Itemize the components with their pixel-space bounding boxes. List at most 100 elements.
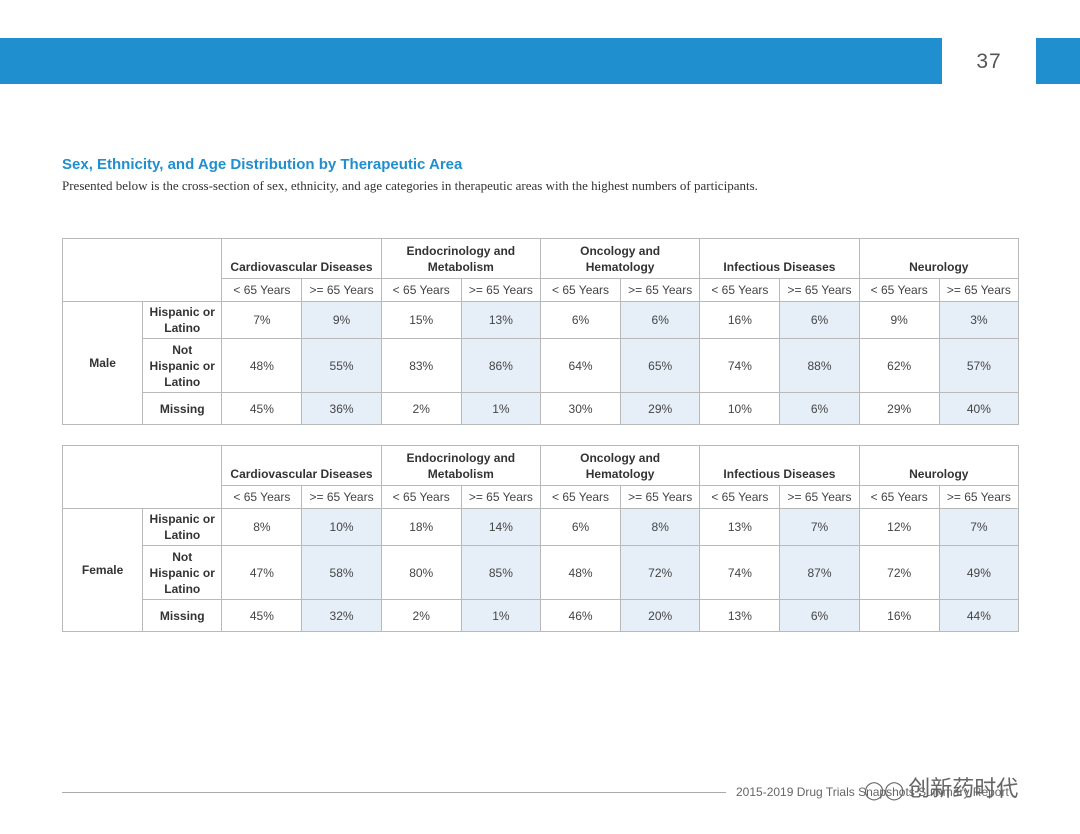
therapeutic-area-header: Endocrinology and Metabolism xyxy=(380,238,541,279)
therapeutic-area-header: Cardiovascular Diseases xyxy=(221,238,382,279)
value-cell: 6% xyxy=(779,599,860,632)
age-under-65-header: < 65 Years xyxy=(858,485,940,509)
value-cell: 29% xyxy=(620,392,701,425)
text-line: Neurology xyxy=(909,467,969,481)
value-cell: 85% xyxy=(460,545,541,600)
text-line: Metabolism xyxy=(427,260,494,274)
therapeutic-area-header: Neurology xyxy=(858,238,1020,279)
therapeutic-area-header: Oncology and Hematology xyxy=(539,238,701,279)
age-under-65-header: < 65 Years xyxy=(539,278,622,302)
value-cell: 8% xyxy=(620,508,701,546)
value-cell: 15% xyxy=(380,301,462,339)
text-line: Cardiovascular Diseases xyxy=(230,467,373,481)
value-cell: 30% xyxy=(539,392,622,425)
age-under-65-header: < 65 Years xyxy=(699,485,781,509)
watermark-text: 创新药时代 xyxy=(908,776,1019,801)
text-line: Missing xyxy=(159,401,205,416)
watermark: ◯◯ 创新药时代 xyxy=(864,771,1018,803)
value-cell: 58% xyxy=(301,545,382,600)
ethnicity-label: Not Hispanic or Latino xyxy=(142,338,223,393)
value-cell: 32% xyxy=(301,599,382,632)
age-65-plus-header: >= 65 Years xyxy=(301,278,382,302)
ethnicity-label: Not Hispanic or Latino xyxy=(142,545,223,600)
value-cell: 40% xyxy=(938,392,1020,425)
text-line: Endocrinology and xyxy=(406,244,516,258)
text-line: Hispanic or xyxy=(149,565,215,580)
footer-rule xyxy=(62,792,726,793)
header-blank-cell xyxy=(61,445,223,509)
text-line: Latino xyxy=(164,321,201,335)
value-cell: 6% xyxy=(539,508,622,546)
value-cell: 62% xyxy=(858,338,940,393)
value-cell: 14% xyxy=(460,508,541,546)
value-cell: 74% xyxy=(699,545,781,600)
table-row: Missing 45% 32% 2% 1% 46% 20% 13% 6% 16% 44% xyxy=(63,599,1020,632)
text-line: Infectious Diseases xyxy=(723,467,836,481)
text-line: Metabolism xyxy=(427,467,494,481)
value-cell: 48% xyxy=(221,338,303,393)
value-cell: 6% xyxy=(620,301,701,339)
value-cell: 13% xyxy=(699,508,781,546)
value-cell: 45% xyxy=(221,392,303,425)
value-cell: 16% xyxy=(858,599,940,632)
ethnicity-label: Hispanic or Latino xyxy=(142,301,223,339)
value-cell: 16% xyxy=(699,301,781,339)
value-cell: 29% xyxy=(858,392,940,425)
text-line: Not xyxy=(172,342,193,357)
table-row: Female Hispanic or Latino 8% 10% 18% 14% 6% 8% 13… xyxy=(61,508,1020,632)
age-under-65-header: < 65 Years xyxy=(380,278,462,302)
value-cell: 6% xyxy=(539,301,622,339)
value-cell: 47% xyxy=(221,545,303,600)
text-line: Latino xyxy=(164,528,201,542)
value-cell: 88% xyxy=(779,338,860,393)
sex-group-label: Female xyxy=(61,508,144,632)
table-row: Missing 45% 36% 2% 1% 30% 29% 10% 6% 29% 40% xyxy=(63,392,1020,425)
wechat-icon: ◯◯ xyxy=(864,780,905,800)
age-65-plus-header: >= 65 Years xyxy=(779,278,860,302)
age-under-65-header: < 65 Years xyxy=(539,485,622,509)
text-line: Latino xyxy=(164,581,201,596)
value-cell: 6% xyxy=(779,392,860,425)
value-cell: 48% xyxy=(539,545,622,600)
value-cell: 65% xyxy=(620,338,701,393)
page-number: 37 xyxy=(976,50,1002,73)
value-cell: 6% xyxy=(779,301,860,339)
value-cell: 80% xyxy=(380,545,462,600)
male-distribution-table: Cardiovascular Diseases Endocrinology and… xyxy=(61,238,1020,425)
age-65-plus-header: >= 65 Years xyxy=(620,485,701,509)
therapeutic-area-header: Infectious Diseases xyxy=(699,445,860,486)
value-cell: 20% xyxy=(620,599,701,632)
value-cell: 9% xyxy=(301,301,382,339)
header-blank-cell xyxy=(61,238,223,302)
value-cell: 10% xyxy=(301,508,382,546)
value-cell: 83% xyxy=(380,338,462,393)
text-line: Hispanic or xyxy=(149,512,215,526)
age-65-plus-header: >= 65 Years xyxy=(779,485,860,509)
value-cell: 13% xyxy=(699,599,781,632)
value-cell: 72% xyxy=(620,545,701,600)
value-cell: 55% xyxy=(301,338,382,393)
table-row: Male Hispanic or Latino 7% 9% 15% 13% 6% 6% 16% 6%… xyxy=(61,301,1020,425)
therapeutic-area-header: Oncology and Hematology xyxy=(539,445,701,486)
value-cell: 86% xyxy=(460,338,541,393)
value-cell: 45% xyxy=(221,599,303,632)
value-cell: 64% xyxy=(539,338,622,393)
text-line: Endocrinology and xyxy=(406,451,516,465)
value-cell: 49% xyxy=(938,545,1020,600)
text-line: Hematology xyxy=(585,260,655,274)
age-65-plus-header: >= 65 Years xyxy=(620,278,701,302)
therapeutic-area-header: Infectious Diseases xyxy=(699,238,860,279)
value-cell: 8% xyxy=(221,508,303,546)
footer-text: 2015-2019 Drug Trials Snapshots Summary … xyxy=(736,785,1009,799)
header-band-right xyxy=(1036,38,1080,84)
value-cell: 2% xyxy=(380,599,462,632)
value-cell: 13% xyxy=(460,301,541,339)
value-cell: 7% xyxy=(221,301,303,339)
value-cell: 2% xyxy=(380,392,462,425)
value-cell: 1% xyxy=(460,599,541,632)
age-65-plus-header: >= 65 Years xyxy=(938,485,1020,509)
text-line: Oncology and xyxy=(580,244,661,258)
value-cell: 36% xyxy=(301,392,382,425)
sex-group-label: Male xyxy=(61,301,144,425)
value-cell: 46% xyxy=(539,599,622,632)
